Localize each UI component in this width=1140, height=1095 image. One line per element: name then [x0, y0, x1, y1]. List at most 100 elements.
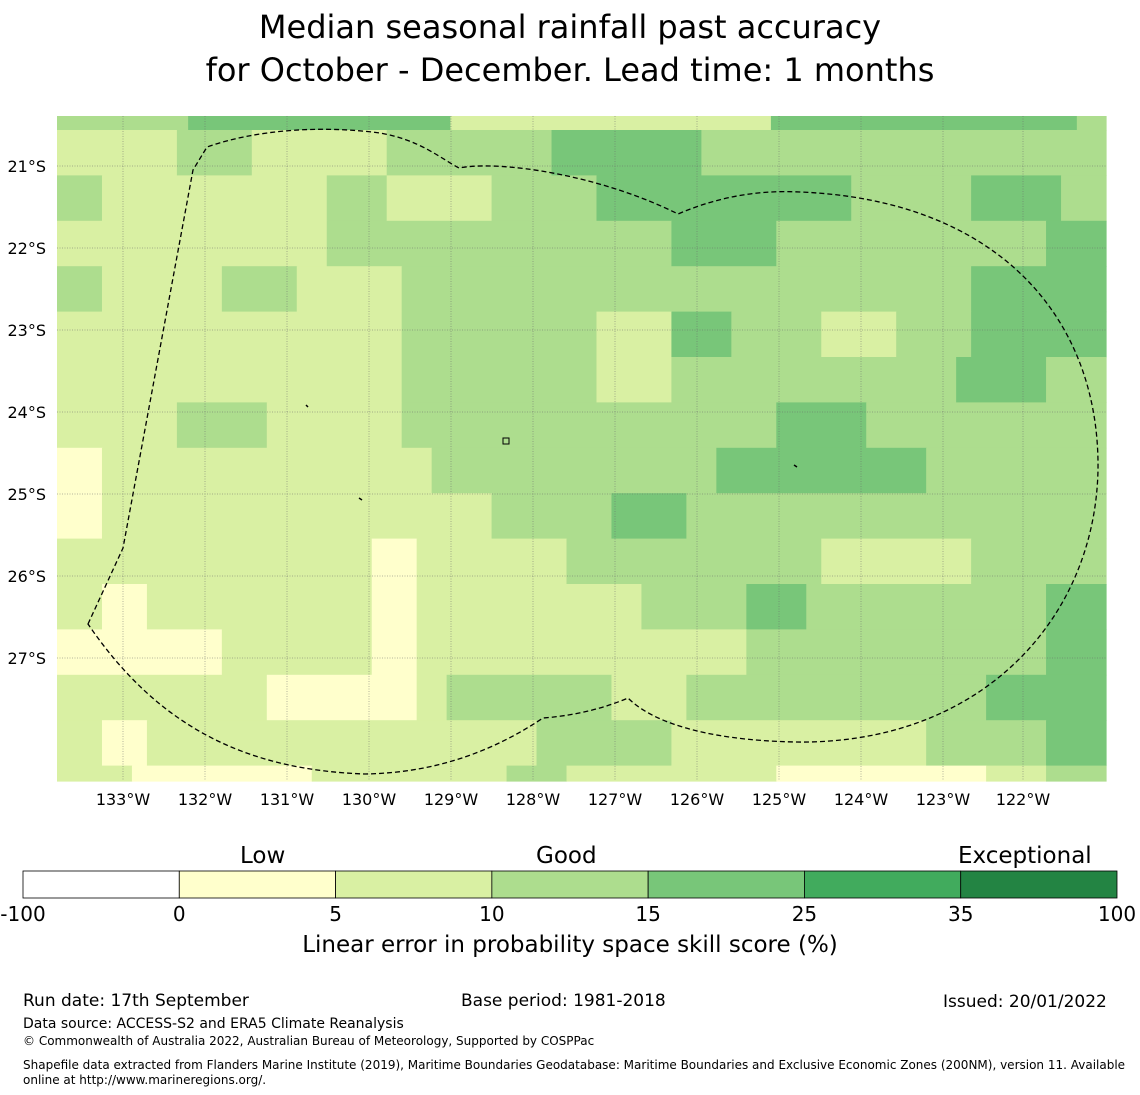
skill-cell	[971, 311, 1107, 358]
colorbar-segment	[804, 870, 962, 899]
skill-cell	[131, 765, 313, 782]
skill-cell	[296, 266, 403, 313]
skill-cell	[57, 674, 268, 721]
skill-cell	[416, 584, 643, 630]
skill-cell	[896, 311, 972, 358]
skill-cell	[101, 493, 493, 540]
longitude-label: 131°W	[260, 790, 315, 809]
colorbar-segment	[22, 870, 180, 899]
longitude-label: 125°W	[752, 790, 807, 809]
skill-cell	[566, 538, 822, 585]
skill-cell	[491, 175, 598, 222]
skill-cell	[57, 116, 189, 131]
skill-cell	[176, 402, 268, 449]
skill-cell	[671, 357, 957, 403]
latitude-labels: 21°S 22°S 23°S 24°S 25°S 26°S 27°S	[7, 157, 46, 668]
skill-cell	[1046, 765, 1107, 782]
colorbar-tick: -100	[0, 902, 45, 926]
skill-cell	[57, 447, 103, 494]
skill-cell	[1076, 116, 1107, 131]
skill-cell	[806, 584, 1047, 630]
shapefile-credit-line-1: Shapefile data extracted from Flanders M…	[23, 1058, 1126, 1072]
skill-cell	[401, 357, 598, 403]
graticule	[57, 116, 1106, 781]
skill-cell	[1046, 584, 1107, 630]
skill-cell	[371, 584, 418, 630]
skill-cell	[926, 720, 1047, 767]
longitude-label: 127°W	[588, 790, 643, 809]
skill-cell	[851, 175, 972, 222]
skill-cell	[671, 220, 777, 267]
colorbar-segment	[178, 870, 336, 899]
colorbar-segment	[647, 870, 805, 899]
skill-cell	[431, 447, 717, 494]
skill-cell	[416, 538, 568, 585]
skill-cell	[491, 493, 613, 540]
latitude-label: 24°S	[7, 403, 46, 422]
skill-cell	[450, 116, 772, 131]
skill-cell	[188, 116, 451, 131]
skill-cell	[731, 311, 822, 358]
colorbar-tick: 10	[479, 902, 504, 926]
eez-boundary	[87, 128, 1099, 775]
longitude-label: 130°W	[342, 790, 397, 809]
skill-cell	[311, 765, 508, 782]
skill-cell	[776, 402, 867, 449]
data-source: Data source: ACCESS-S2 and ERA5 Climate …	[23, 1016, 404, 1032]
skill-cell	[566, 765, 777, 782]
skill-cell	[1046, 357, 1107, 403]
longitude-label: 128°W	[506, 790, 561, 809]
skill-cell	[416, 674, 448, 721]
colorbar-segment	[491, 870, 649, 899]
skill-cell	[701, 130, 1107, 176]
skill-cell	[746, 629, 1047, 676]
skill-cell	[146, 584, 373, 630]
latitude-label: 23°S	[7, 321, 46, 340]
skill-cell	[57, 220, 328, 267]
skill-cell	[401, 311, 598, 358]
run-date: Run date: 17th September	[23, 991, 249, 1011]
skill-cell	[971, 266, 1107, 313]
skill-cell	[821, 311, 897, 358]
colorbar	[22, 870, 1118, 899]
skill-cell	[57, 357, 403, 403]
island-marker	[358, 497, 363, 501]
skill-cell	[386, 130, 553, 176]
skill-cell	[671, 720, 927, 767]
copyright: © Commonwealth of Australia 2022, Austra…	[23, 1034, 595, 1048]
colorbar-segment	[335, 870, 493, 899]
colorbar-category-exceptional: Exceptional	[958, 843, 1092, 869]
skill-cell	[57, 311, 403, 358]
colorbar-tick-labels: -100 0 5 10 15 25 35 100	[0, 902, 1136, 926]
skill-cell	[57, 493, 103, 540]
latitude-label: 27°S	[7, 649, 46, 668]
skill-cell	[101, 447, 433, 494]
title-line-1: Median seasonal rainfall past accuracy	[258, 8, 882, 46]
skill-cell	[1046, 720, 1107, 767]
skill-cell	[551, 130, 702, 176]
colorbar-tick: 0	[173, 902, 186, 926]
skill-cell	[1046, 220, 1107, 267]
skill-cell	[926, 447, 1107, 494]
skill-cell	[221, 629, 373, 676]
skill-cell	[536, 720, 673, 767]
longitude-label: 132°W	[178, 790, 233, 809]
skill-cell	[866, 402, 1107, 449]
longitude-label: 126°W	[670, 790, 725, 809]
skill-cell	[821, 538, 972, 585]
skill-cell	[596, 357, 673, 403]
skill-cell	[221, 266, 298, 313]
map-title: Median seasonal rainfall past accuracy f…	[0, 6, 1140, 92]
skill-cell	[146, 720, 538, 767]
skill-cell	[971, 175, 1062, 222]
latitude-label: 25°S	[7, 485, 46, 504]
skill-cell	[101, 584, 148, 630]
skill-cell	[716, 447, 927, 494]
longitude-labels: 133°W 132°W 131°W 130°W 129°W 128°W 127°W 126°W…	[96, 790, 1051, 809]
skill-cell	[956, 357, 1047, 403]
skill-cell	[57, 402, 178, 449]
skill-cell	[57, 584, 103, 630]
issued-date: Issued: 20/01/2022	[943, 992, 1107, 1012]
skill-cell	[746, 584, 807, 630]
colorbar-tick: 100	[1098, 902, 1136, 926]
